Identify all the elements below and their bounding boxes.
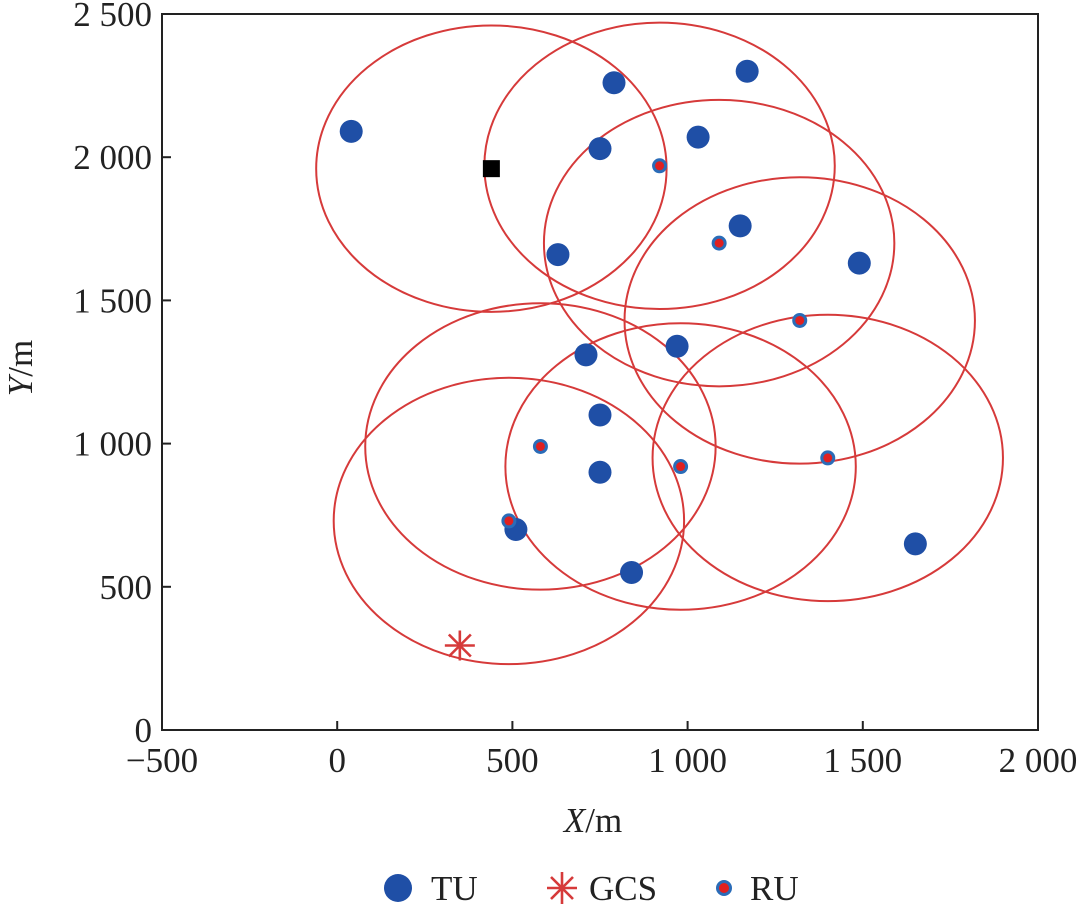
tu-point (339, 119, 363, 143)
ru-point (820, 450, 836, 466)
ru-point-dot (655, 161, 665, 171)
tu-point (574, 343, 598, 367)
ru-point-dot (714, 238, 724, 248)
black-square-point (482, 160, 500, 178)
ru-point (711, 235, 727, 251)
legend-gcs-label: GCS (589, 869, 657, 908)
ru-point (673, 459, 689, 475)
legend-tu-label: TU (431, 869, 478, 908)
legend: TU GCS RU (384, 869, 799, 908)
coverage-circles (315, 21, 1004, 666)
coverage-circle (364, 302, 717, 591)
legend-ru-marker-dot (719, 883, 729, 893)
y-axis-label: Y/m (1, 340, 40, 396)
x-tick-label: 0 (328, 741, 346, 780)
legend-ru-label: RU (750, 869, 799, 908)
legend-item-gcs (547, 872, 577, 904)
ru-point-dot (535, 441, 545, 451)
tu-point (588, 137, 612, 161)
legend-gcs-marker-line (550, 876, 574, 900)
tu-point (546, 243, 570, 267)
legend-item-tu: TU (384, 869, 478, 908)
x-axis-label: X/m (562, 801, 622, 840)
tu-point (686, 125, 710, 149)
coverage-circle (332, 376, 686, 666)
y-tick-label: 2 000 (73, 138, 152, 177)
tu-point (665, 334, 689, 358)
legend-tu-marker (384, 874, 412, 902)
x-tick-label: 1 000 (648, 741, 727, 780)
tu-point (847, 251, 871, 275)
ru-point (501, 513, 517, 529)
y-tick-label: 1 000 (73, 425, 152, 464)
x-tick-label: 1 500 (823, 741, 902, 780)
gcs-point-stroke (447, 633, 472, 658)
coverage-circle (315, 24, 668, 313)
tu-point (735, 59, 759, 83)
gcs-point (444, 630, 475, 661)
ru-point (532, 438, 548, 454)
coverage-circle (651, 313, 1004, 603)
coverage-circle (542, 98, 896, 388)
tu-point (602, 71, 626, 95)
ru-point-dot (504, 516, 514, 526)
x-tick-label: −500 (126, 741, 198, 780)
plot-frame (161, 13, 1039, 731)
tu-point (728, 214, 752, 238)
y-tick-label: 0 (135, 711, 153, 750)
y-tick-label: 2 500 (73, 0, 152, 34)
ru-point-dot (795, 315, 805, 325)
x-tick-label: 500 (486, 741, 539, 780)
coverage-circle (504, 322, 857, 611)
legend-item-ru: RU (716, 869, 799, 908)
y-tick-label: 1 500 (73, 281, 152, 320)
data-points (339, 59, 927, 661)
tu-point (588, 403, 612, 427)
ru-point-dot (823, 453, 833, 463)
x-tick-label: 2 000 (999, 741, 1078, 780)
ru-point (652, 158, 668, 174)
y-tick-label: 500 (100, 568, 153, 607)
ru-point-dot (676, 462, 686, 472)
tu-point (588, 460, 612, 484)
tu-point (903, 532, 927, 556)
tu-point (620, 560, 644, 584)
ru-point (792, 312, 808, 328)
